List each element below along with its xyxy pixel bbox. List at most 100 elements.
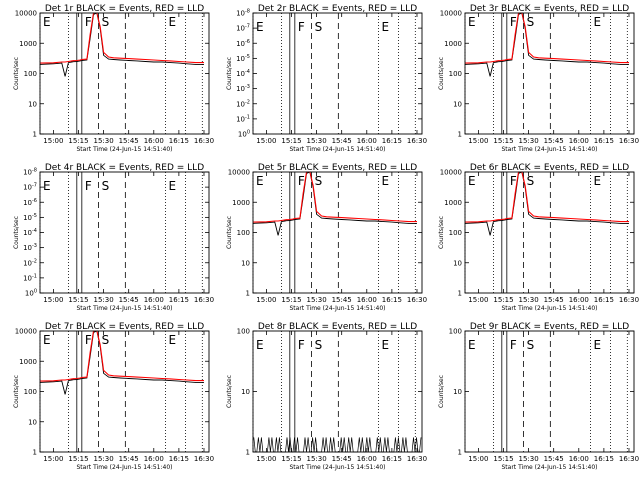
y-tick-label: 10-3 [236,84,250,93]
x-axis-label: Start Time (24-Jun-15 14:51:40) [502,146,598,153]
x-tick-label: 15:30 [518,455,538,463]
y-tick-label: 100 [449,229,462,237]
time-marker-label: E [256,174,264,188]
x-tick-label: 15:30 [306,137,326,145]
plot-frame [464,171,635,294]
x-tick-label: 16:00 [569,296,589,304]
y-tick-label: 1 [33,131,37,139]
y-tick-label: 1 [246,449,250,457]
x-axis-label: Start Time (24-Jun-15 14:51:40) [290,305,386,312]
x-tick-label: 16:30 [194,455,214,463]
y-tick-label: 1 [458,290,462,298]
time-marker-label: F [510,15,517,29]
x-tick-label: 16:00 [569,455,589,463]
time-marker-label: F [85,333,92,347]
x-tick-label: 16:15 [594,296,614,304]
time-marker-label: E [256,20,264,34]
x-tick-label: 16:00 [144,296,164,304]
time-marker-label: E [43,15,51,29]
y-tick-label: 100 [238,130,250,139]
y-tick-label: 1000 [19,40,37,48]
x-tick-label: 15:00 [256,296,276,304]
time-marker-label: E [256,338,264,352]
time-marker-label: E [468,174,476,188]
x-axis-label: Start Time (24-Jun-15 14:51:40) [290,146,386,153]
series-lld [39,12,204,64]
time-marker-label: E [168,333,176,347]
y-tick-label: 100 [24,388,37,396]
panel-det-7: Det 7r BLACK = Events, RED = LLD 1 10 100 10… [13,322,214,471]
time-marker-label: S [315,338,323,352]
time-marker-label: F [85,179,92,193]
x-tick-label: 15:30 [306,296,326,304]
y-tick-label: 100 [237,328,250,336]
x-tick-label: 16:30 [407,455,427,463]
time-marker-label: S [102,15,110,29]
y-tick-label: 10-7 [23,183,37,192]
time-marker-label: E [593,174,601,188]
y-axis-label: Counts/sec [226,375,233,408]
x-tick-label: 15:15 [68,137,88,145]
time-marker-label: E [168,179,176,193]
panel-title: Det 7r BLACK = Events, RED = LLD [45,322,204,332]
time-marker-label: E [43,333,51,347]
panel-det-6: Det 6r BLACK = Events, RED = LLD 1 10 100 10… [438,163,639,312]
panel-title: Det 9r BLACK = Events, RED = LLD [470,322,629,332]
x-tick-label: 15:45 [119,296,139,304]
plot-frame [39,330,210,453]
y-axis-label: Counts/sec [13,375,20,408]
x-tick-label: 16:15 [169,296,189,304]
plot-frame [252,330,423,453]
x-tick-label: 16:30 [194,137,214,145]
x-tick-label: 16:15 [594,137,614,145]
time-marker-label: S [527,338,535,352]
x-tick-label: 16:15 [382,296,402,304]
x-axis-label: Start Time (24-Jun-15 14:51:40) [290,464,386,471]
y-tick-label: 1 [33,449,37,457]
x-tick-label: 15:30 [93,137,113,145]
x-tick-label: 15:45 [544,455,564,463]
series-lld [39,330,204,382]
x-tick-label: 15:00 [468,137,488,145]
time-marker-label: E [168,15,176,29]
x-axis-label: Start Time (24-Jun-15 14:51:40) [502,305,598,312]
y-axis-label: Counts/sec [438,216,445,249]
y-tick-label: 10 [453,259,462,267]
x-tick-label: 16:30 [407,296,427,304]
panel-title: Det 1r BLACK = Events, RED = LLD [45,4,204,14]
y-tick-label: 10-8 [23,168,37,177]
time-marker-label: E [468,15,476,29]
panel-det-9: Det 9r BLACK = Events, RED = LLD 1 10 100 Co… [438,322,639,471]
x-tick-label: 16:15 [382,455,402,463]
y-tick-label: 100 [449,328,462,336]
x-tick-label: 16:00 [144,137,164,145]
y-tick-label: 10-3 [23,243,37,252]
series-events [464,12,629,77]
panel-det-8: Det 8r BLACK = Events, RED = LLD 1 10 100 Co… [226,322,427,471]
plot-frame [252,12,423,135]
y-tick-label: 10 [453,100,462,108]
y-axis-label: Counts/sec [438,375,445,408]
x-tick-label: 16:30 [194,296,214,304]
y-axis-label: Counts/sec [226,216,233,249]
y-tick-label: 10 [241,388,250,396]
panel-title: Det 8r BLACK = Events, RED = LLD [258,322,417,332]
time-marker-label: F [298,338,305,352]
time-marker-label: F [298,20,305,34]
y-tick-label: 1000 [444,199,462,207]
plot-frame [252,171,423,294]
y-axis-label: Counts/sec [13,57,20,90]
x-tick-label: 15:45 [544,296,564,304]
x-tick-label: 15:45 [119,137,139,145]
x-tick-label: 15:15 [68,296,88,304]
x-tick-label: 15:45 [544,137,564,145]
panel-det-3: Det 3r BLACK = Events, RED = LLD 1 10 100 10… [438,4,639,153]
time-marker-label: E [381,174,389,188]
series-events [39,12,204,77]
y-tick-label: 10 [28,418,37,426]
time-marker-label: S [527,15,535,29]
y-tick-label: 1000 [232,199,250,207]
y-tick-label: 10-4 [236,69,250,78]
x-tick-label: 16:00 [357,455,377,463]
